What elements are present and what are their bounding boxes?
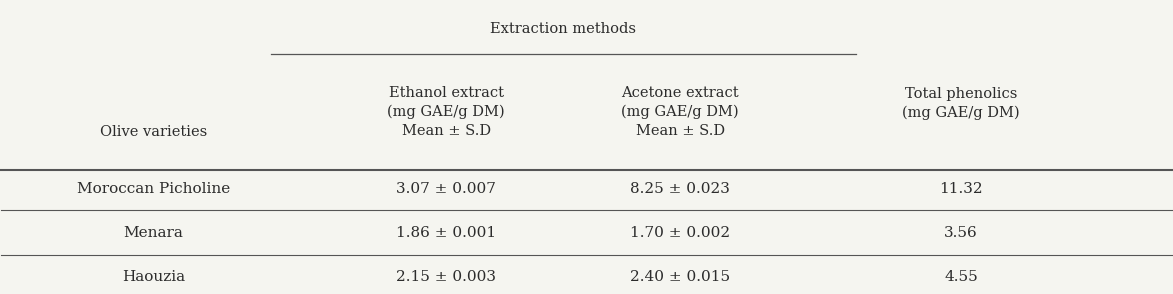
Text: 11.32: 11.32 xyxy=(940,182,983,196)
Text: 1.86 ± 0.001: 1.86 ± 0.001 xyxy=(396,226,496,240)
Text: 1.70 ± 0.002: 1.70 ± 0.002 xyxy=(630,226,730,240)
Text: 3.56: 3.56 xyxy=(944,226,978,240)
Text: Menara: Menara xyxy=(123,226,183,240)
Text: 3.07 ± 0.007: 3.07 ± 0.007 xyxy=(396,182,496,196)
Text: Extraction methods: Extraction methods xyxy=(490,22,636,36)
Text: Ethanol extract
(mg GAE/g DM)
Mean ± S.D: Ethanol extract (mg GAE/g DM) Mean ± S.D xyxy=(387,86,504,138)
Text: 2.15 ± 0.003: 2.15 ± 0.003 xyxy=(396,270,496,284)
Text: 2.40 ± 0.015: 2.40 ± 0.015 xyxy=(630,270,730,284)
Text: Olive varieties: Olive varieties xyxy=(100,126,208,139)
Text: 4.55: 4.55 xyxy=(944,270,978,284)
Text: Total phenolics
(mg GAE/g DM): Total phenolics (mg GAE/g DM) xyxy=(902,87,1019,120)
Text: Haouzia: Haouzia xyxy=(122,270,185,284)
Text: Moroccan Picholine: Moroccan Picholine xyxy=(77,182,230,196)
Text: Acetone extract
(mg GAE/g DM)
Mean ± S.D: Acetone extract (mg GAE/g DM) Mean ± S.D xyxy=(622,86,739,138)
Text: 8.25 ± 0.023: 8.25 ± 0.023 xyxy=(630,182,730,196)
